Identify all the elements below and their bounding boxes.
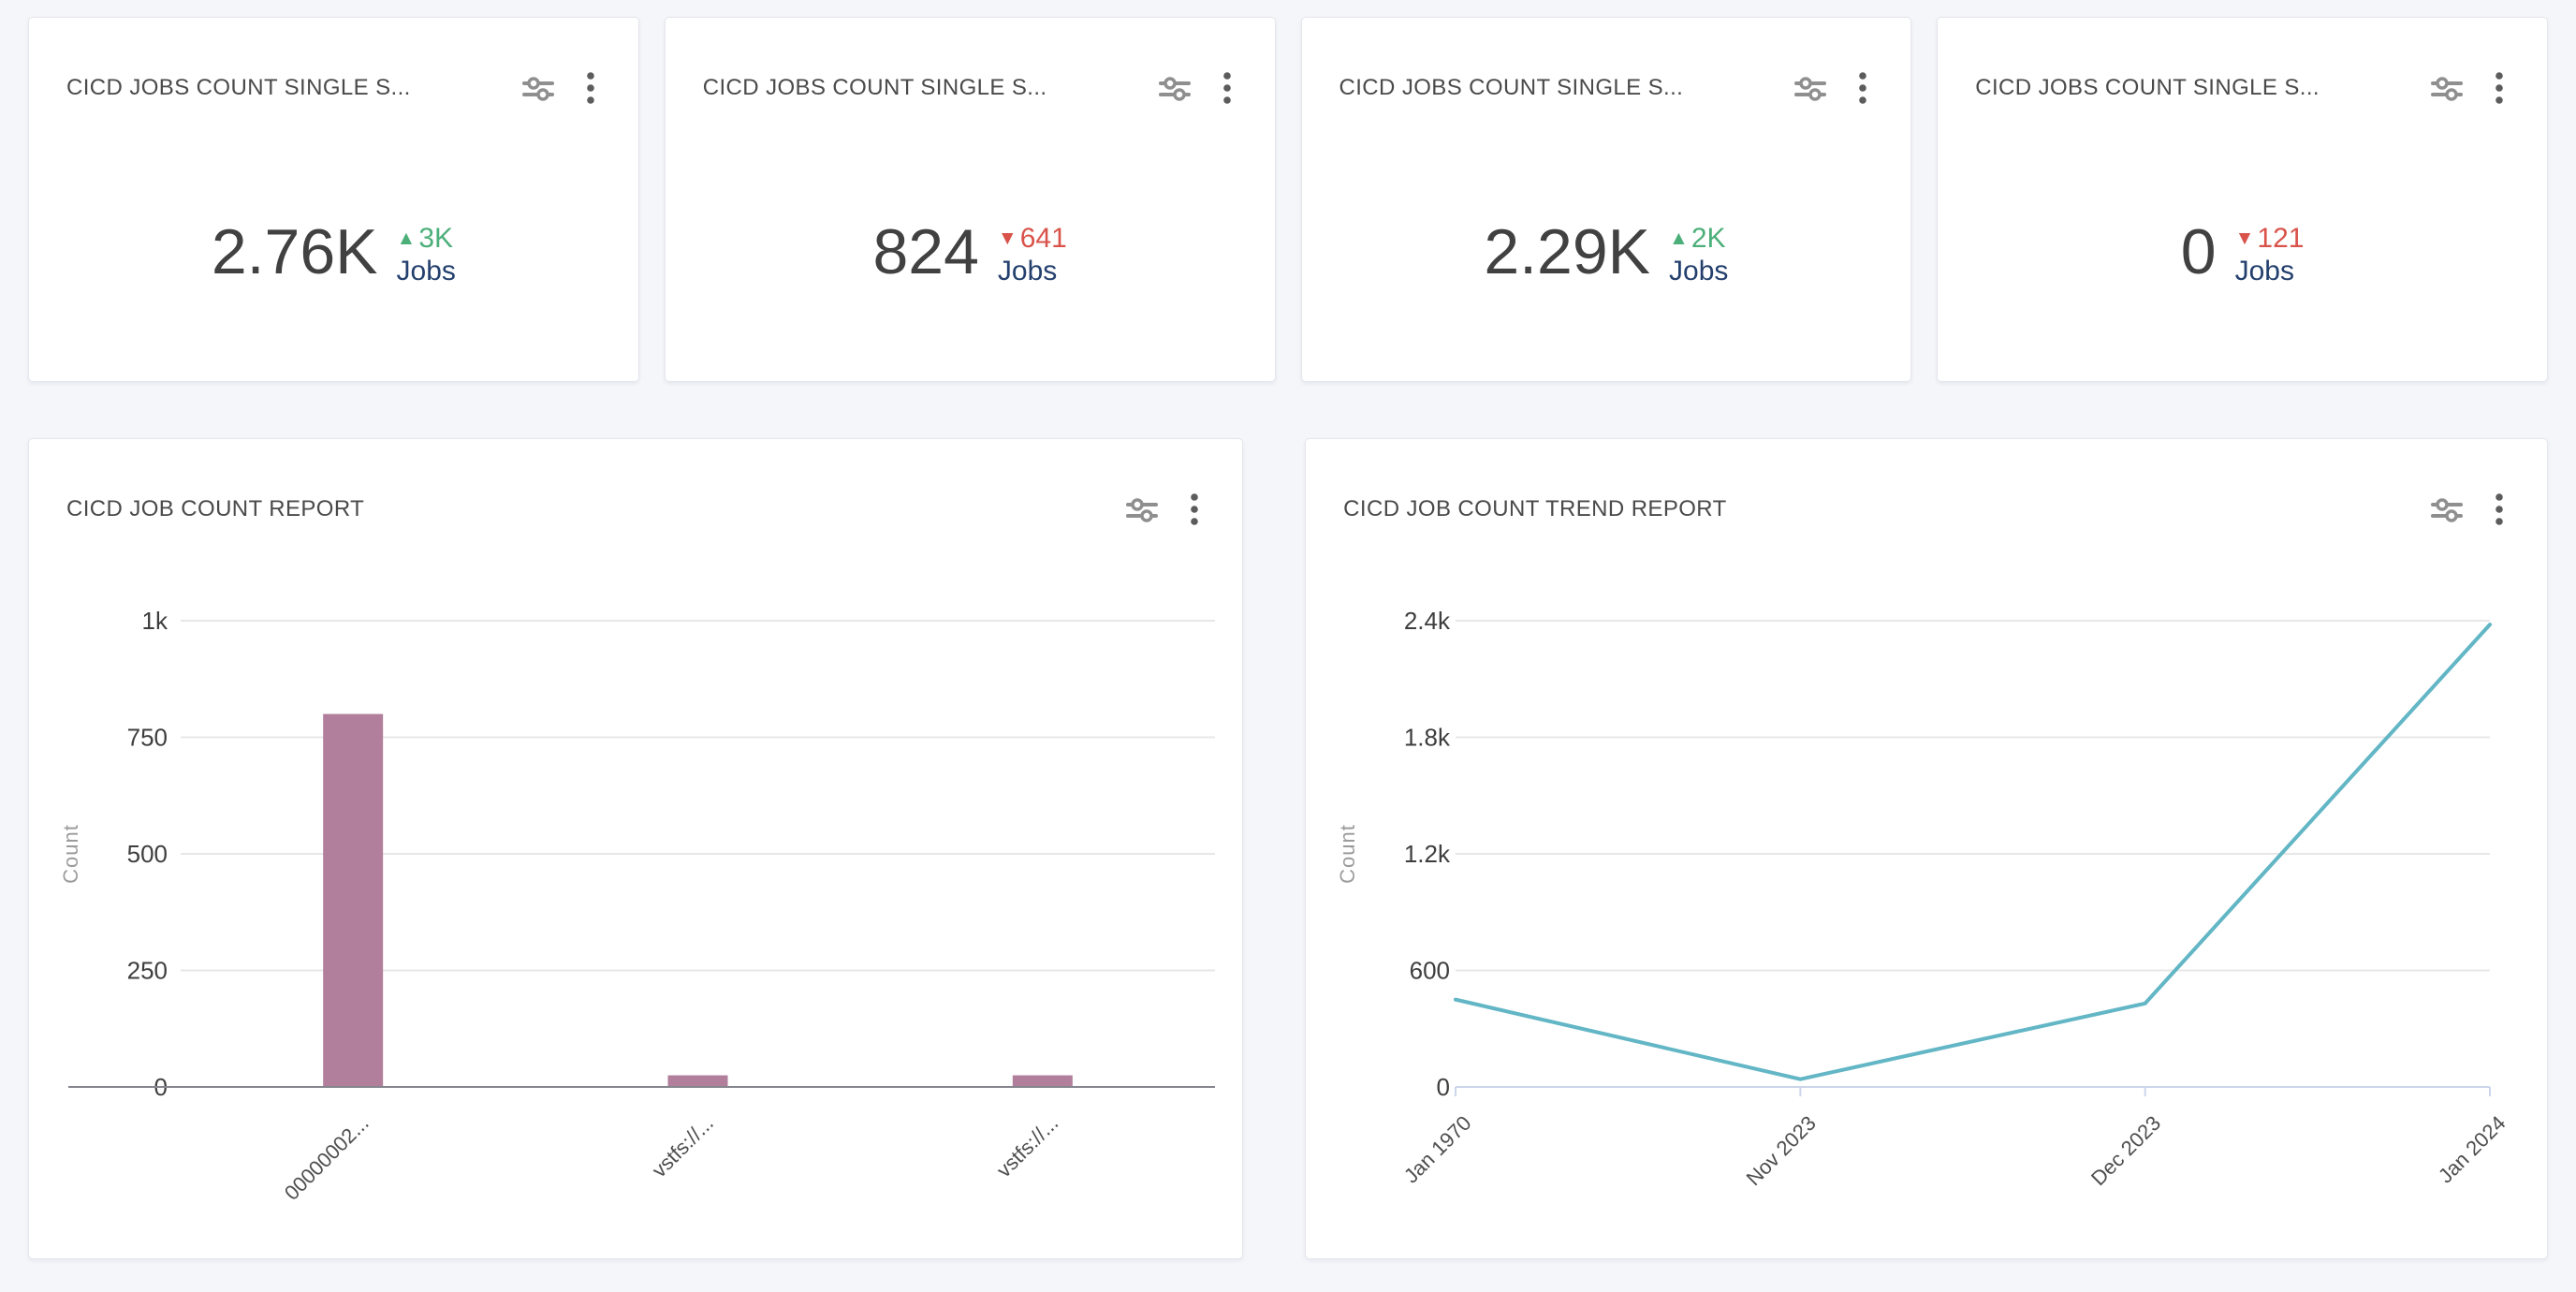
delta-row: ▲ 3K <box>397 225 454 253</box>
filter-settings-icon[interactable] <box>1126 495 1159 523</box>
bar[interactable] <box>323 713 384 1087</box>
delta-down-icon: ▼ <box>997 227 1017 249</box>
x-tick-label: Jan 2024 <box>2434 1111 2510 1188</box>
kebab-menu-icon[interactable] <box>1858 70 1867 106</box>
line-chart-card: CICD JOB COUNT TREND REPORT <box>1305 438 2548 1259</box>
delta-up-icon: ▲ <box>396 227 417 249</box>
y-axis-title: Count <box>59 824 82 884</box>
bar-chart-header: CICD JOB COUNT REPORT <box>29 439 1242 580</box>
header-icons <box>2431 492 2504 527</box>
y-axis-title: Count <box>1336 824 1359 884</box>
filter-settings-icon[interactable] <box>1794 74 1827 102</box>
delta-row: ▼ 121 <box>2235 225 2305 253</box>
stat-body: 2.76K ▲ 3K Jobs <box>29 144 638 360</box>
y-tick-label: 1.2k <box>1404 840 1451 868</box>
kebab-menu-icon[interactable] <box>2495 70 2504 106</box>
kebab-menu-icon[interactable] <box>586 70 595 106</box>
card-title: CICD JOBS COUNT SINGLE S... <box>1339 75 1684 100</box>
delta-value: 641 <box>1019 223 1067 254</box>
stat-body: 824 ▼ 641 Jobs <box>666 144 1275 360</box>
stat-card-1: CICD JOBS COUNT SINGLE S... <box>28 17 639 382</box>
stat-unit: Jobs <box>1669 256 1729 286</box>
chart-cards-row: CICD JOB COUNT REPORT <box>28 438 2548 1259</box>
y-tick-label: 600 <box>1410 957 1450 985</box>
x-tick-label: Jan 1970 <box>1399 1111 1476 1188</box>
stat-card-3-header: CICD JOBS COUNT SINGLE S... <box>1302 18 1911 158</box>
delta-value: 3K <box>418 223 454 254</box>
y-tick-label: 250 <box>127 957 168 985</box>
stat-unit: Jobs <box>396 256 456 286</box>
stat-body: 0 ▼ 121 Jobs <box>1938 144 2547 360</box>
stat-side: ▼ 641 Jobs <box>997 225 1067 287</box>
bar[interactable] <box>1012 1075 1073 1087</box>
stat-value: 2.29K <box>1484 216 1651 287</box>
delta-row: ▲ 2K <box>1669 225 1726 253</box>
stat-card-2: CICD JOBS COUNT SINGLE S... <box>664 17 1276 382</box>
kebab-menu-icon[interactable] <box>1190 492 1199 527</box>
card-title: CICD JOBS COUNT SINGLE S... <box>1975 75 2320 100</box>
kebab-menu-icon[interactable] <box>1222 70 1232 106</box>
filter-settings-icon[interactable] <box>2431 74 2463 102</box>
x-tick-label: vstfs://... <box>647 1111 718 1182</box>
stat-side: ▼ 121 Jobs <box>2234 225 2305 287</box>
stat-side: ▲ 2K Jobs <box>1669 225 1729 287</box>
stat-card-1-header: CICD JOBS COUNT SINGLE S... <box>29 18 638 158</box>
y-tick-label: 1.8k <box>1404 724 1451 752</box>
filter-settings-icon[interactable] <box>1158 74 1191 102</box>
line-chart-header: CICD JOB COUNT TREND REPORT <box>1306 439 2547 580</box>
card-title: CICD JOBS COUNT SINGLE S... <box>66 75 411 100</box>
x-tick-label: 00000002... <box>280 1111 373 1205</box>
stat-card-4: CICD JOBS COUNT SINGLE S... <box>1937 17 2548 382</box>
delta-row: ▼ 641 <box>998 225 1067 253</box>
delta-down-icon: ▼ <box>2234 227 2255 249</box>
x-tick-label: Dec 2023 <box>2086 1111 2165 1190</box>
card-title: CICD JOBS COUNT SINGLE S... <box>702 75 1047 100</box>
y-tick-label: 750 <box>127 724 168 752</box>
header-icons <box>1794 70 1867 106</box>
chart-title: CICD JOB COUNT REPORT <box>66 496 365 521</box>
delta-value: 121 <box>2257 223 2305 254</box>
header-icons <box>1158 70 1232 106</box>
dashboard: CICD JOBS COUNT SINGLE S... <box>0 17 2576 1292</box>
stat-value: 824 <box>872 216 979 287</box>
bar[interactable] <box>667 1075 728 1087</box>
y-tick-label: 500 <box>127 840 168 868</box>
delta-value: 2K <box>1690 223 1726 254</box>
header-icons <box>2431 70 2504 106</box>
bar-chart-card: CICD JOB COUNT REPORT <box>28 438 1244 1259</box>
x-tick-label: vstfs://... <box>992 1111 1063 1182</box>
delta-up-icon: ▲ <box>1669 227 1689 249</box>
filter-settings-icon[interactable] <box>2431 495 2463 523</box>
header-icons <box>521 70 595 106</box>
kebab-menu-icon[interactable] <box>2495 492 2504 527</box>
trend-line-series[interactable] <box>1454 623 2493 1081</box>
y-tick-label: 2.4k <box>1404 607 1451 635</box>
stat-unit: Jobs <box>997 256 1058 286</box>
stat-body: 2.29K ▲ 2K Jobs <box>1302 144 1911 360</box>
filter-settings-icon[interactable] <box>521 74 554 102</box>
x-tick-label: Nov 2023 <box>1742 1111 1821 1190</box>
y-tick-label: 0 <box>1437 1073 1450 1101</box>
stat-value: 2.76K <box>211 216 378 287</box>
header-icons <box>1126 492 1199 527</box>
chart-title: CICD JOB COUNT TREND REPORT <box>1343 496 1727 521</box>
stat-side: ▲ 3K Jobs <box>396 225 456 287</box>
stat-cards-row: CICD JOBS COUNT SINGLE S... <box>28 17 2548 382</box>
stat-card-3: CICD JOBS COUNT SINGLE S... <box>1300 17 1912 382</box>
y-tick-label: 1k <box>142 607 168 635</box>
line-chart[interactable]: 0 600 1.2k 1.8k 2.4k Count Jan 1970 Nov 2023 Dec… <box>1306 580 2562 1260</box>
stat-unit: Jobs <box>2234 256 2294 286</box>
stat-value: 0 <box>2180 216 2217 287</box>
stat-card-4-header: CICD JOBS COUNT SINGLE S... <box>1938 18 2547 158</box>
stat-card-2-header: CICD JOBS COUNT SINGLE S... <box>666 18 1275 158</box>
